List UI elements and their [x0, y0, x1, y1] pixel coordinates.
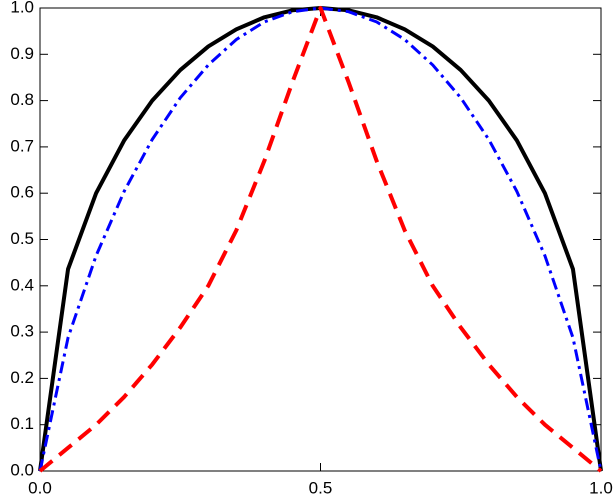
series-line: [38, 6, 603, 472]
x-tick-label: 1.0: [589, 478, 613, 497]
y-tick-label: 0.6: [10, 183, 34, 202]
y-tick-label: 0.9: [10, 44, 34, 63]
x-tick-label: 0.0: [28, 478, 52, 497]
y-tick-label: 0.5: [10, 229, 34, 248]
plot-frame: [39, 7, 602, 472]
x-tick-label: 0.5: [309, 478, 333, 497]
y-tick-label: 0.8: [10, 90, 34, 109]
y-tick-label: 0.1: [10, 414, 34, 433]
y-tick-label: 0.2: [10, 368, 34, 387]
series-line: [38, 6, 603, 473]
y-tick-label: 0.7: [10, 136, 34, 155]
y-tick-label: 0.0: [10, 460, 34, 479]
series-line: [38, 6, 603, 472]
y-tick-label: 1.0: [10, 0, 34, 16]
y-tick-label: 0.4: [10, 275, 34, 294]
y-tick-label: 0.3: [10, 322, 34, 341]
